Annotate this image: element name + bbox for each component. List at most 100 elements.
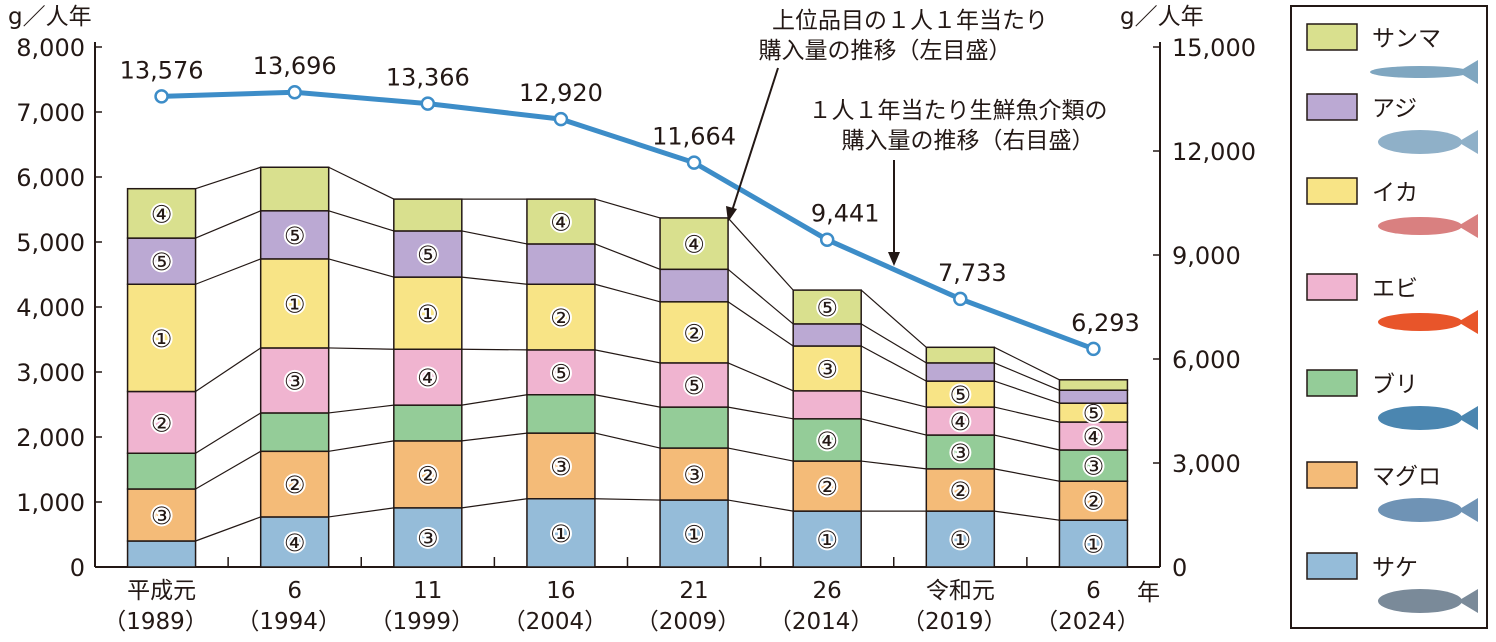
rank-label: ⑤	[284, 222, 306, 250]
x-tick-label-year: （1989）	[103, 609, 208, 635]
left-tick-label: 0	[70, 554, 85, 582]
legend-label: アジ	[1372, 96, 1417, 122]
rank-label: ②	[816, 473, 838, 501]
x-tick-label-era: 16	[546, 578, 575, 604]
rank-label: ⑤	[683, 372, 705, 400]
connector-line	[861, 460, 927, 470]
left-tick-label: 3,000	[16, 359, 85, 387]
rank-label: ⑤	[550, 359, 572, 387]
line-point	[686, 155, 702, 170]
rank-label: ④	[417, 364, 439, 392]
legend-label: サンマ	[1372, 26, 1441, 52]
bar-5: ① ② ④ ③ ⑤	[792, 289, 862, 568]
connector-line	[727, 447, 794, 462]
icon-tail	[1458, 130, 1478, 154]
right-tick-label: 3,000	[1172, 450, 1241, 478]
annotation-line-1: １人１年当たり生鮮魚介類の	[809, 98, 1108, 124]
x-tick-label-era: 26	[813, 578, 842, 604]
bar-segment-イカ	[792, 345, 862, 392]
bar-segment-サンマ	[126, 187, 197, 239]
connector-line	[195, 412, 262, 454]
connector-line	[461, 348, 527, 351]
icon-body	[1378, 406, 1462, 430]
legend-swatch	[1306, 369, 1358, 397]
x-tick-label-year: （2024）	[1035, 609, 1140, 635]
legend-swatch	[1306, 273, 1358, 301]
bar-segment-アジ	[659, 268, 729, 303]
connector-line	[860, 289, 927, 348]
rank-label: ④	[683, 231, 705, 259]
bar-segment-アジ	[526, 243, 596, 285]
bar-segment-マグロ	[393, 440, 463, 509]
legend-label: イカ	[1372, 180, 1418, 206]
rank-label: ③	[284, 367, 306, 395]
legend-item-エビ: エビ	[1306, 273, 1478, 334]
connector-line	[994, 362, 1060, 391]
rank-label: ①	[950, 526, 972, 554]
bar-segment-マグロ	[259, 450, 330, 518]
bar-segment-サンマ	[259, 166, 330, 212]
bar-segment-ブリ	[792, 418, 862, 462]
connector-line	[328, 404, 394, 414]
icon-tail	[1458, 498, 1478, 522]
bar-segment-アジ	[126, 237, 197, 286]
connector-line	[594, 394, 661, 408]
bar-segment-マグロ	[126, 488, 197, 542]
line-data-label: 13,576	[120, 56, 204, 84]
line-data-label: 6,293	[1071, 309, 1140, 337]
x-tick-label-era: 11	[413, 578, 442, 604]
bar-segment-ブリ	[1058, 449, 1129, 482]
connector-line	[328, 166, 395, 200]
annotation-bars-1: 上位品目の１人１年当たり	[772, 8, 1048, 34]
legend-label: サケ	[1372, 555, 1418, 581]
bar-segment-サンマ	[659, 217, 729, 271]
connector-line	[727, 362, 794, 392]
rank-label: ③	[417, 524, 439, 552]
connector-line	[860, 323, 927, 364]
right-tick-label: 15,000	[1172, 34, 1256, 62]
rank-label: ①	[1083, 531, 1105, 559]
connector-line	[727, 268, 794, 325]
bar-segment-エビ	[1058, 421, 1129, 451]
connector-line	[594, 198, 661, 219]
line-point	[553, 111, 569, 127]
right-tick-label: 9,000	[1172, 242, 1241, 270]
connector-line	[727, 217, 794, 291]
bar-segment-マグロ	[526, 432, 596, 500]
bar-segment-サンマ	[393, 198, 463, 232]
arrow-head-icon	[888, 252, 900, 266]
segment-connectors	[195, 166, 1060, 542]
left-tick-label: 4,000	[16, 294, 85, 322]
connector-line	[594, 283, 661, 303]
line-point	[420, 96, 436, 111]
bar-segment-サケ	[126, 540, 197, 568]
bar-1: ④ ② ③ ① ⑤	[259, 166, 330, 568]
bar-segment-アジ	[925, 362, 996, 382]
rank-label: ②	[417, 461, 439, 489]
connector-line	[994, 406, 1060, 423]
connector-line	[461, 394, 528, 406]
bar-segment-アジ	[792, 323, 862, 347]
shrimp-icon	[1378, 310, 1478, 334]
connector-line	[594, 498, 661, 501]
x-tick-label-year: （2014）	[769, 609, 874, 635]
rank-label: ③	[816, 355, 838, 383]
left-axis-unit: g／人年	[8, 4, 92, 30]
bar-segment-サンマ	[925, 346, 996, 364]
rank-label: ⑤	[417, 241, 439, 269]
bar-segment-エビ	[259, 347, 330, 414]
rank-label: ②	[550, 304, 572, 332]
line-data-label: 7,733	[938, 259, 1007, 287]
rank-label: ①	[816, 526, 838, 554]
legend-swatch	[1306, 177, 1358, 205]
legend-swatch	[1306, 23, 1358, 51]
rank-label: ④	[284, 529, 306, 557]
bar-segment-サンマ	[1058, 379, 1129, 391]
connector-line	[994, 510, 1060, 521]
rank-label: ④	[151, 200, 173, 228]
icon-body	[1378, 589, 1462, 613]
legend-label: マグロ	[1372, 464, 1441, 490]
line-data-label: 13,696	[253, 52, 337, 80]
bar-segment-アジ	[393, 230, 463, 278]
